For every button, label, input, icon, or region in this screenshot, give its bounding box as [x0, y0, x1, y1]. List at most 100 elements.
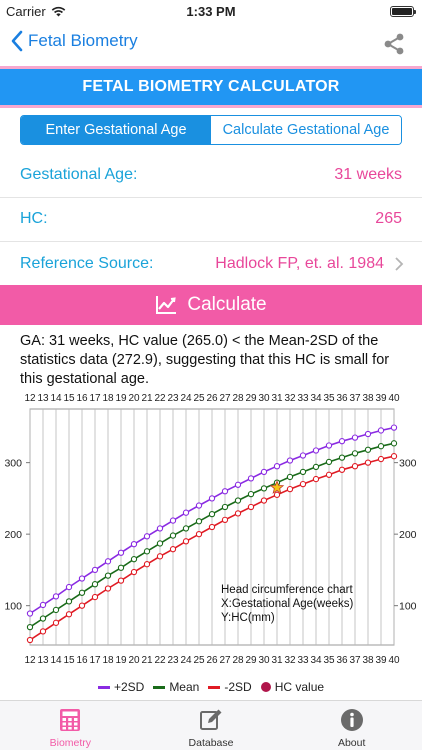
x-tick-label-top: 35: [323, 393, 335, 404]
x-tick-label-top: 25: [193, 393, 205, 404]
chevron-left-icon: [11, 30, 23, 52]
series-point: [364, 459, 372, 466]
tab-biometry-label: Biometry: [49, 737, 92, 749]
legend-item: Mean: [153, 680, 199, 694]
series-point: [26, 623, 34, 631]
series-point: [364, 430, 372, 438]
share-icon[interactable]: [382, 32, 406, 56]
x-tick-label-top: 27: [219, 393, 231, 404]
y-tick-label-right: 200: [399, 529, 417, 541]
x-tick-label-top: 23: [167, 393, 179, 404]
series-point: [65, 598, 73, 605]
info-icon: [340, 709, 363, 731]
line-chart-icon: [156, 296, 177, 314]
series-point: [390, 440, 398, 447]
y-tick-label-right: 300: [399, 458, 417, 470]
series-point: [182, 509, 190, 516]
series-point: [325, 458, 333, 466]
series-point: [39, 601, 47, 609]
series-point: [247, 475, 255, 482]
series-point: [182, 538, 190, 545]
series-point: [312, 463, 320, 471]
segment-calculate-ga[interactable]: Calculate Gestational Age: [211, 116, 401, 144]
x-tick-label-top: 37: [349, 393, 361, 404]
tab-about[interactable]: About: [281, 701, 422, 750]
x-tick-label-bottom: 28: [232, 655, 244, 666]
x-tick-label-bottom: 22: [154, 655, 166, 666]
series-point: [104, 572, 112, 579]
hc-growth-chart: 1212131314141515161617171818191920202121…: [4, 393, 417, 666]
x-tick-label-bottom: 18: [102, 655, 114, 666]
series-point: [104, 585, 112, 592]
x-tick-label-bottom: 26: [206, 655, 218, 666]
gestational-age-label: Gestational Age:: [20, 166, 138, 183]
series-point: [117, 577, 125, 584]
series-point: [78, 602, 86, 609]
series-point: [130, 556, 138, 563]
series-point: [117, 549, 125, 556]
y-tick-label-left: 300: [4, 458, 22, 470]
calculate-label: Calculate: [187, 294, 267, 315]
y-tick-label-left: 100: [4, 601, 22, 613]
x-tick-label-bottom: 23: [167, 655, 179, 666]
carrier-info: Carrier: [6, 4, 66, 19]
series-point: [260, 468, 268, 476]
x-tick-label-top: 28: [232, 393, 244, 404]
series-point: [312, 447, 320, 454]
x-tick-label-top: 18: [102, 393, 114, 404]
series-point: [91, 566, 99, 574]
series-point: [377, 455, 385, 463]
series-point: [104, 558, 112, 565]
tab-biometry[interactable]: Biometry: [0, 701, 141, 750]
reference-source-value[interactable]: Hadlock FP, et. al. 1984: [215, 255, 384, 272]
series-point: [390, 424, 398, 431]
edit-icon: [200, 709, 222, 730]
gestational-age-row[interactable]: Gestational Age: 31 weeks: [0, 152, 422, 198]
legend-item: +2SD: [97, 680, 145, 694]
series-point: [130, 568, 138, 576]
series-point: [78, 589, 86, 596]
x-tick-label-top: 30: [258, 393, 270, 404]
series-point: [52, 619, 60, 626]
series-point: [130, 541, 138, 548]
series-point: [182, 525, 190, 532]
series-point: [143, 533, 151, 540]
reference-source-row[interactable]: Reference Source: Hadlock FP, et. al. 19…: [0, 241, 422, 287]
series-point: [208, 510, 216, 518]
x-tick-label-bottom: 20: [128, 655, 140, 666]
back-button[interactable]: Fetal Biometry: [10, 30, 138, 52]
x-tick-label-bottom: 39: [375, 655, 387, 666]
series-point: [338, 466, 346, 473]
x-tick-label-bottom: 16: [76, 655, 88, 666]
x-tick-label-bottom: 32: [284, 655, 296, 666]
series-point: [78, 575, 86, 582]
tab-database[interactable]: Database: [141, 701, 282, 750]
series-point: [325, 471, 333, 478]
hc-value-marker: [269, 480, 285, 494]
series-point: [338, 438, 346, 445]
legend-swatch: [153, 685, 166, 689]
mode-segmented-control: Enter Gestational Age Calculate Gestatio…: [20, 115, 402, 145]
x-tick-label-bottom: 33: [297, 655, 309, 666]
hc-row[interactable]: HC: 265: [0, 196, 422, 242]
x-tick-label-bottom: 21: [141, 655, 153, 666]
x-tick-label-top: 12: [24, 393, 36, 404]
series-point: [273, 463, 281, 470]
x-tick-label-top: 26: [206, 393, 218, 404]
battery-icon: [390, 6, 416, 17]
hc-label: HC:: [20, 210, 48, 227]
series-point: [299, 480, 307, 488]
status-time: 1:33 PM: [186, 4, 236, 19]
x-tick-label-top: 34: [310, 393, 322, 404]
segment-enter-ga[interactable]: Enter Gestational Age: [21, 116, 211, 144]
x-tick-label-top: 32: [284, 393, 296, 404]
legend-label: HC value: [274, 680, 325, 694]
series-point: [39, 615, 47, 622]
x-tick-label-bottom: 12: [24, 655, 36, 666]
legend-label: +2SD: [113, 680, 145, 694]
series-point: [195, 518, 203, 525]
calculate-button[interactable]: Calculate: [0, 285, 422, 325]
gestational-age-value[interactable]: 31 weeks: [334, 166, 402, 183]
hc-value[interactable]: 265: [375, 210, 402, 227]
series-point: [195, 531, 203, 538]
